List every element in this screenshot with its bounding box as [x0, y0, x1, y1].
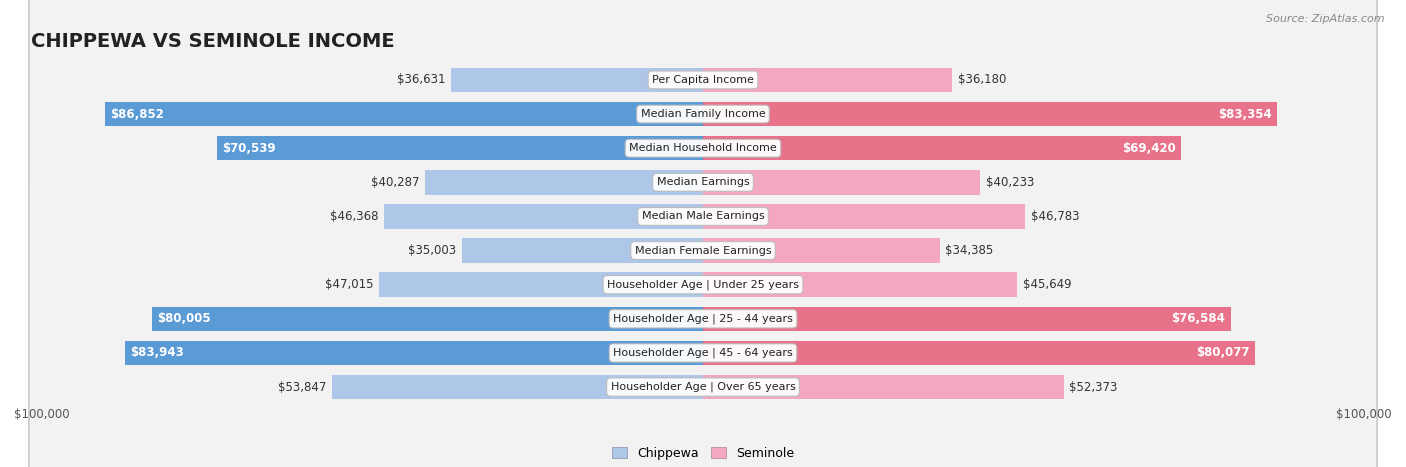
Text: $40,287: $40,287	[371, 176, 420, 189]
FancyBboxPatch shape	[30, 0, 1376, 467]
FancyBboxPatch shape	[30, 0, 1376, 467]
Text: $45,649: $45,649	[1024, 278, 1071, 291]
Bar	[703, 340, 1254, 365]
FancyBboxPatch shape	[30, 0, 1376, 467]
Text: $83,354: $83,354	[1218, 107, 1272, 120]
Text: $52,373: $52,373	[1070, 381, 1118, 394]
Text: Per Capita Income: Per Capita Income	[652, 75, 754, 85]
Text: $53,847: $53,847	[278, 381, 326, 394]
Text: $46,368: $46,368	[329, 210, 378, 223]
Text: $36,631: $36,631	[396, 73, 446, 86]
Text: Median Female Earnings: Median Female Earnings	[634, 246, 772, 255]
Text: $100,000: $100,000	[14, 408, 70, 421]
Text: $47,015: $47,015	[325, 278, 374, 291]
FancyBboxPatch shape	[30, 0, 1376, 467]
Text: $83,943: $83,943	[131, 347, 184, 360]
Bar	[426, 170, 703, 195]
Bar	[703, 272, 1018, 297]
FancyBboxPatch shape	[30, 0, 1376, 467]
Text: $69,420: $69,420	[1122, 142, 1175, 155]
Text: $100,000: $100,000	[1336, 408, 1392, 421]
Bar	[451, 68, 703, 92]
FancyBboxPatch shape	[30, 0, 1376, 467]
FancyBboxPatch shape	[30, 0, 1376, 467]
Text: $80,077: $80,077	[1195, 347, 1249, 360]
Bar	[703, 170, 980, 195]
Text: Source: ZipAtlas.com: Source: ZipAtlas.com	[1267, 14, 1385, 24]
Text: Householder Age | Over 65 years: Householder Age | Over 65 years	[610, 382, 796, 392]
Text: $76,584: $76,584	[1171, 312, 1225, 325]
Text: $70,539: $70,539	[222, 142, 276, 155]
Text: Median Male Earnings: Median Male Earnings	[641, 212, 765, 221]
FancyBboxPatch shape	[30, 0, 1376, 467]
Bar	[703, 204, 1025, 229]
Bar	[125, 340, 703, 365]
Text: $35,003: $35,003	[408, 244, 457, 257]
Legend: Chippewa, Seminole: Chippewa, Seminole	[607, 442, 799, 465]
Text: $46,783: $46,783	[1031, 210, 1080, 223]
Text: $36,180: $36,180	[957, 73, 1007, 86]
Bar	[703, 306, 1230, 331]
Text: CHIPPEWA VS SEMINOLE INCOME: CHIPPEWA VS SEMINOLE INCOME	[31, 32, 395, 51]
Bar	[380, 272, 703, 297]
Bar	[217, 136, 703, 161]
Bar	[703, 136, 1181, 161]
Text: Median Earnings: Median Earnings	[657, 177, 749, 187]
Text: Householder Age | Under 25 years: Householder Age | Under 25 years	[607, 279, 799, 290]
Text: $34,385: $34,385	[945, 244, 994, 257]
Bar	[703, 68, 952, 92]
FancyBboxPatch shape	[30, 0, 1376, 467]
Bar	[384, 204, 703, 229]
Bar	[332, 375, 703, 399]
Bar	[703, 375, 1064, 399]
Bar	[104, 102, 703, 127]
Bar	[703, 238, 939, 263]
Text: Householder Age | 45 - 64 years: Householder Age | 45 - 64 years	[613, 348, 793, 358]
Text: Median Family Income: Median Family Income	[641, 109, 765, 119]
FancyBboxPatch shape	[30, 0, 1376, 467]
Text: $40,233: $40,233	[986, 176, 1033, 189]
Text: $80,005: $80,005	[157, 312, 211, 325]
Text: Householder Age | 25 - 44 years: Householder Age | 25 - 44 years	[613, 313, 793, 324]
Bar	[461, 238, 703, 263]
Text: $86,852: $86,852	[110, 107, 165, 120]
Bar	[703, 102, 1277, 127]
Text: Median Household Income: Median Household Income	[628, 143, 778, 153]
Bar	[152, 306, 703, 331]
